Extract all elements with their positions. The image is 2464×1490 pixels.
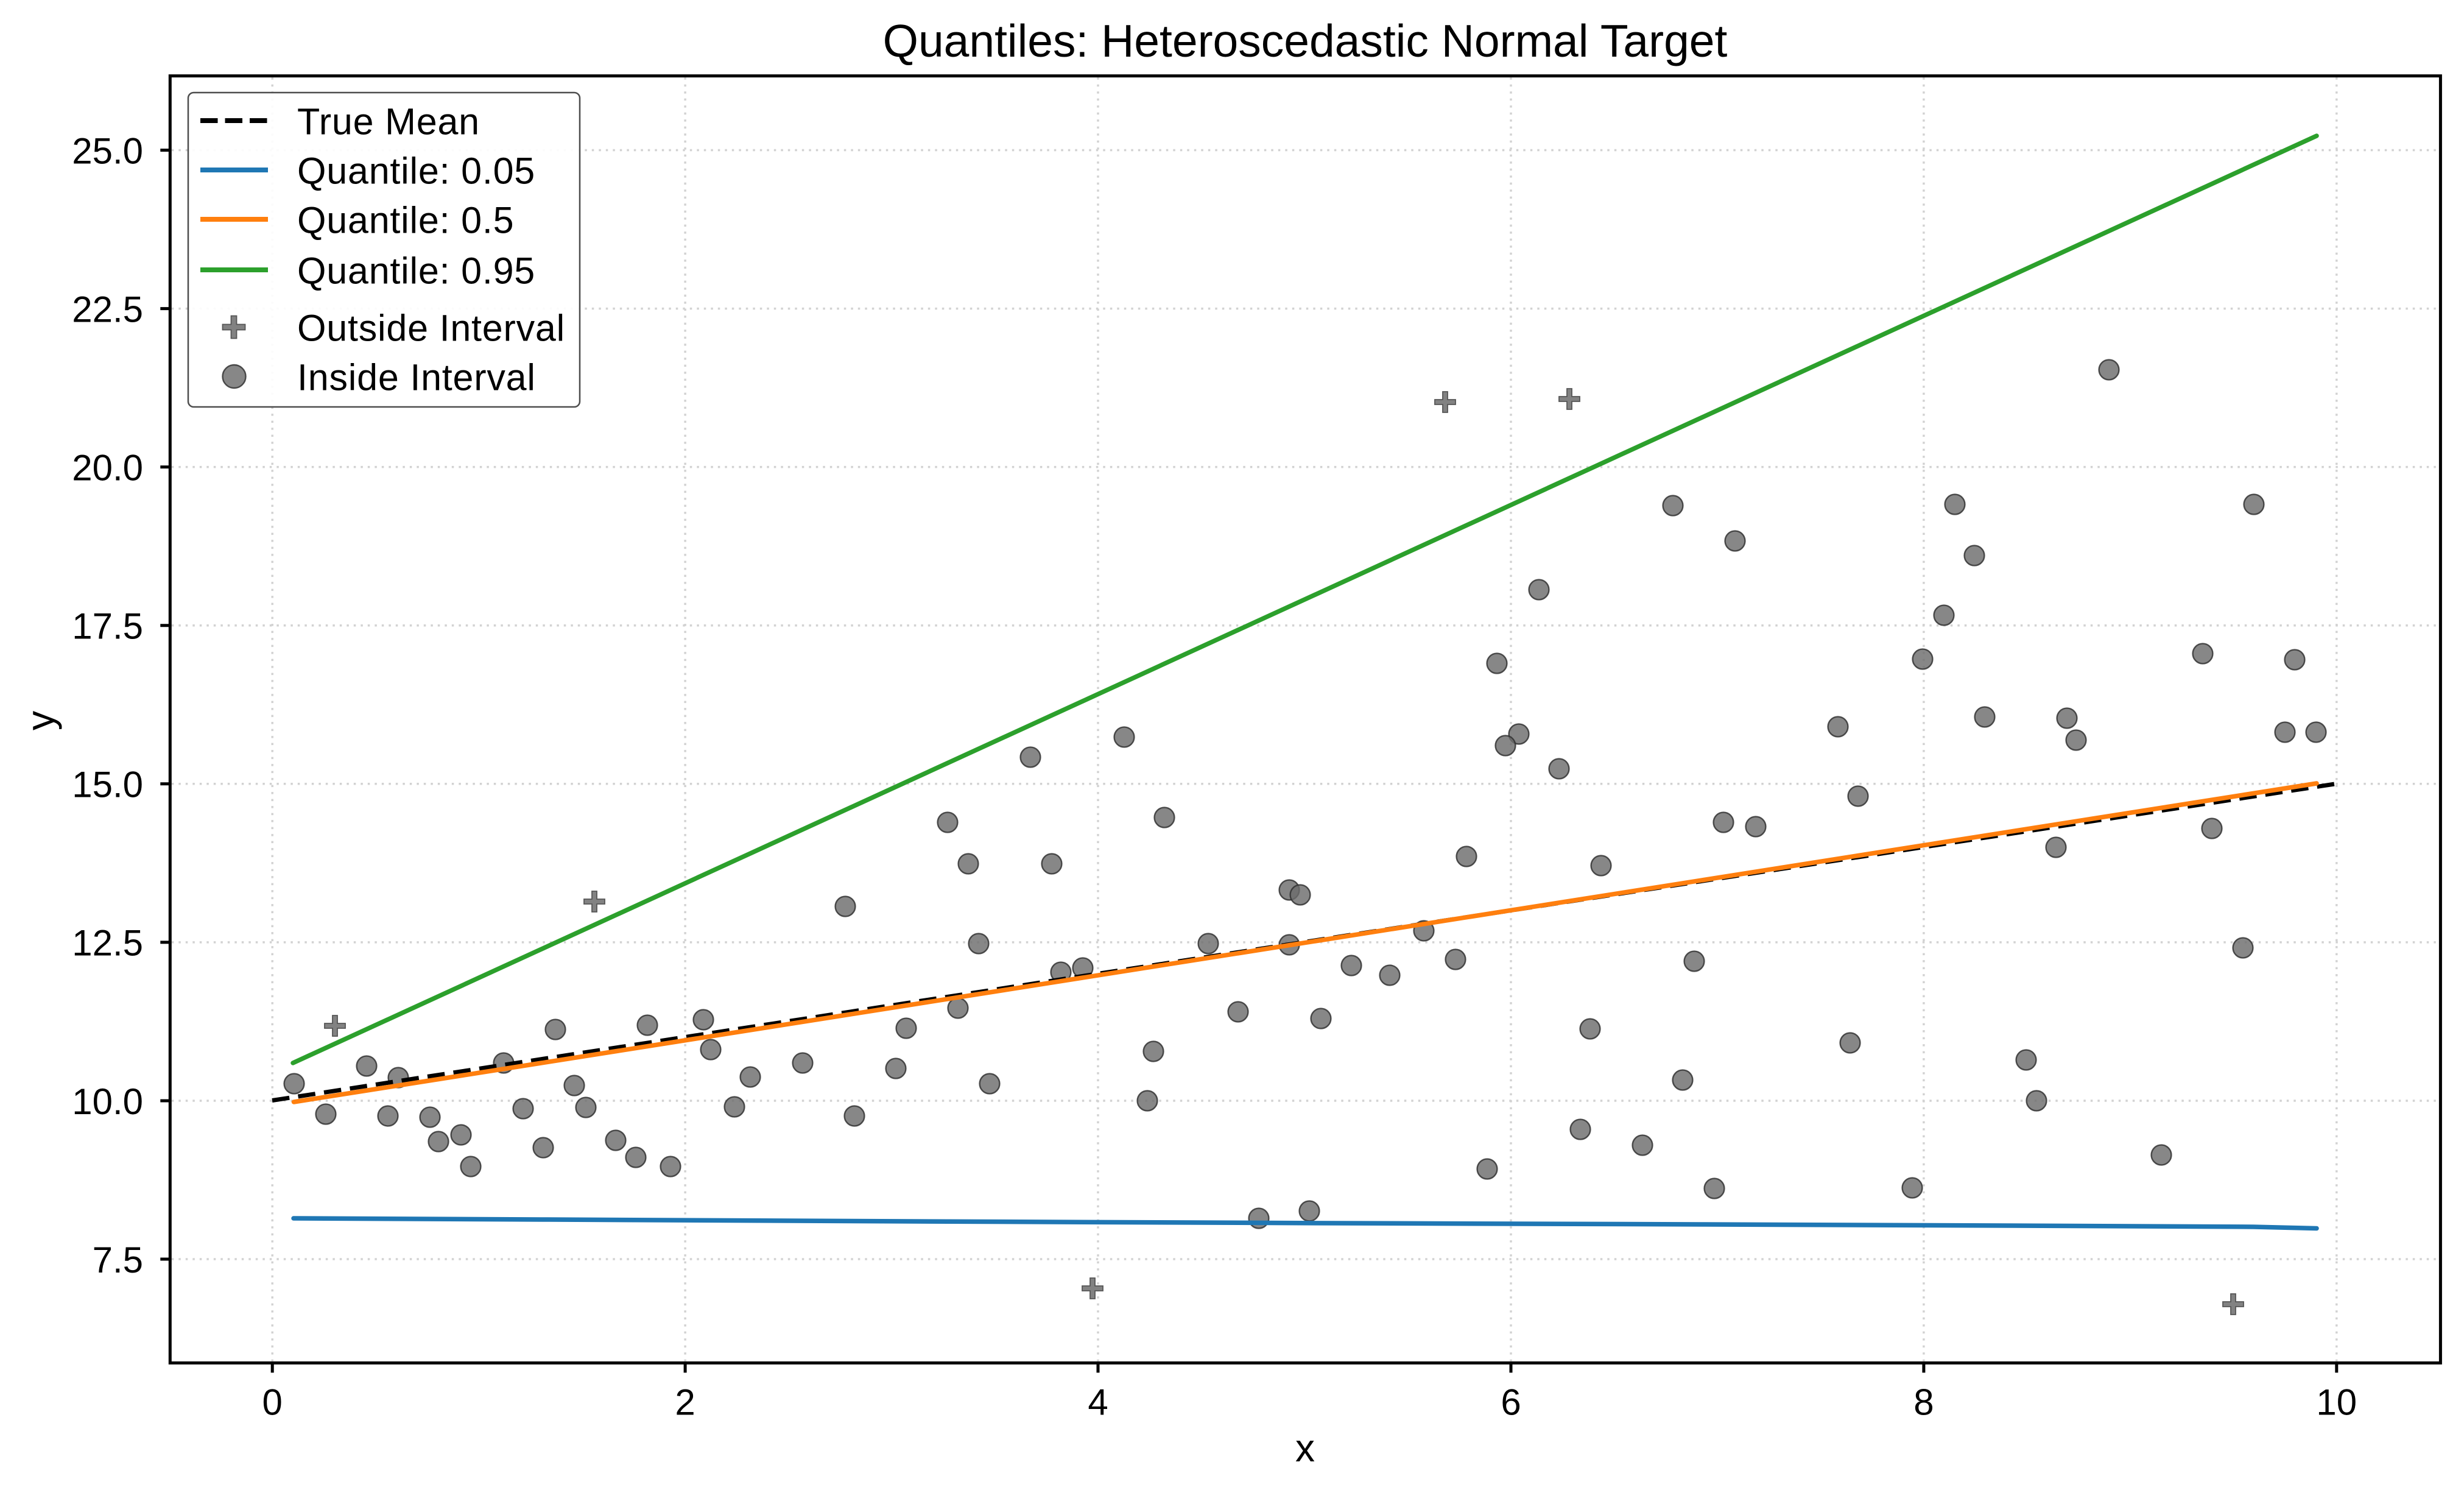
svg-text:20.0: 20.0 bbox=[72, 447, 143, 488]
svg-text:8: 8 bbox=[1913, 1382, 1934, 1422]
svg-text:y: y bbox=[18, 711, 62, 730]
svg-text:10.0: 10.0 bbox=[72, 1081, 143, 1122]
svg-text:6: 6 bbox=[1501, 1382, 1521, 1422]
svg-text:Quantiles: Heteroscedastic Nor: Quantiles: Heteroscedastic Normal Target bbox=[883, 15, 1728, 66]
svg-text:Quantile: 0.95: Quantile: 0.95 bbox=[297, 250, 535, 292]
svg-text:Quantile: 0.05: Quantile: 0.05 bbox=[297, 150, 535, 192]
svg-text:2: 2 bbox=[675, 1382, 695, 1422]
svg-text:x: x bbox=[1295, 1426, 1315, 1470]
svg-text:10: 10 bbox=[2316, 1382, 2357, 1422]
svg-text:17.5: 17.5 bbox=[72, 606, 143, 647]
svg-text:15.0: 15.0 bbox=[72, 764, 143, 805]
svg-text:4: 4 bbox=[1088, 1382, 1108, 1422]
svg-text:True Mean: True Mean bbox=[297, 101, 480, 143]
svg-text:7.5: 7.5 bbox=[93, 1240, 143, 1280]
svg-text:Inside Interval: Inside Interval bbox=[297, 357, 536, 398]
svg-text:Quantile: 0.5: Quantile: 0.5 bbox=[297, 200, 514, 241]
svg-text:25.0: 25.0 bbox=[72, 130, 143, 171]
svg-text:12.5: 12.5 bbox=[72, 923, 143, 964]
svg-text:Outside Interval: Outside Interval bbox=[297, 308, 565, 349]
svg-text:0: 0 bbox=[262, 1382, 283, 1422]
svg-text:22.5: 22.5 bbox=[72, 289, 143, 330]
